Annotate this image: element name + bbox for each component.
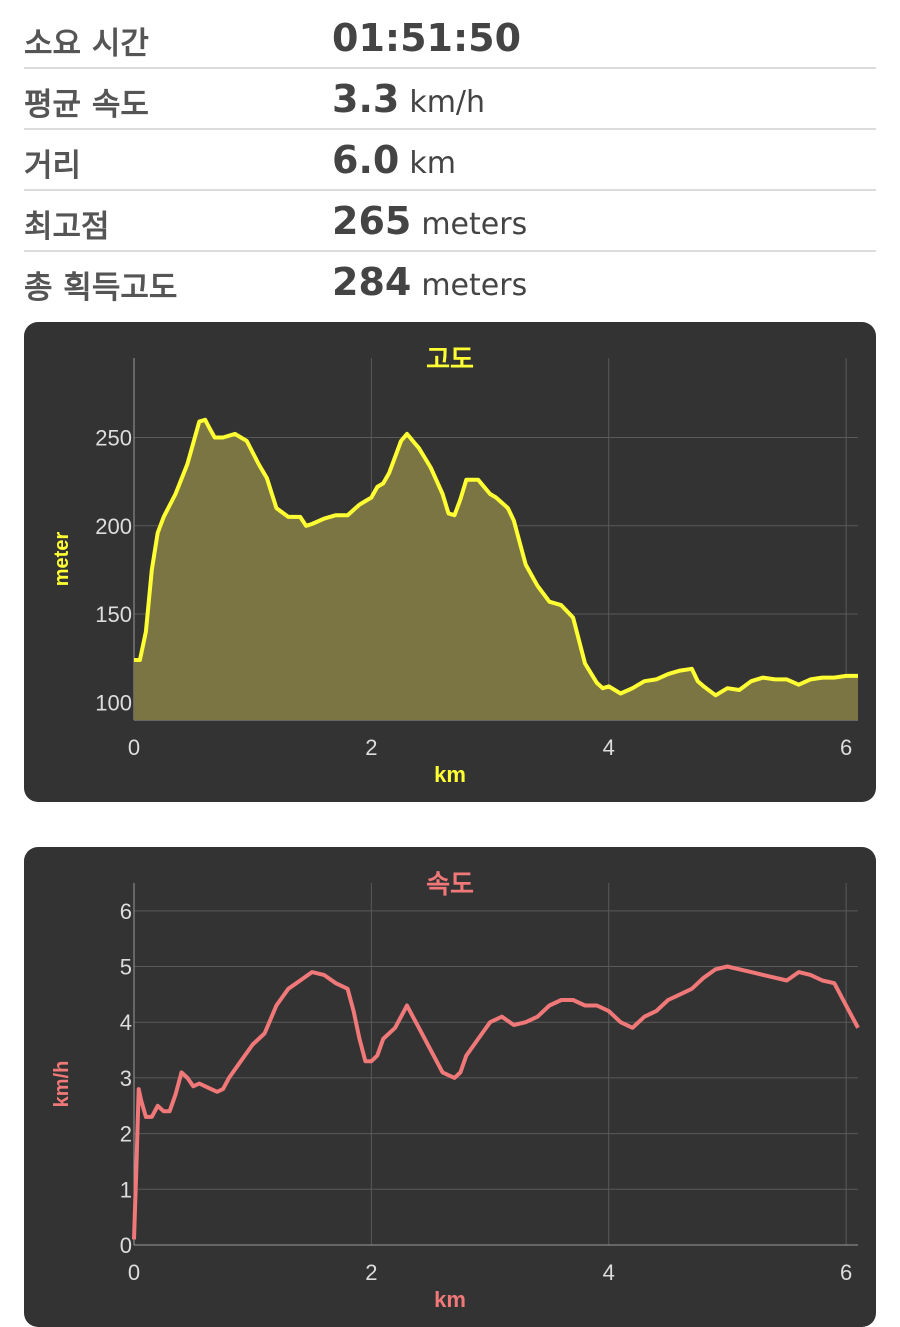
y-tick-label: 200 [95, 514, 132, 539]
elevation-chart-card[interactable]: 0 2 4 6 100 150 200 250 고도 km meter [24, 322, 876, 802]
y-tick-label: 6 [120, 899, 132, 924]
stat-row-distance: 거리 6.0 km [24, 130, 876, 191]
x-tick-label: 2 [365, 1260, 377, 1285]
y-tick-label: 4 [120, 1010, 132, 1035]
speed-series-line [132, 964, 860, 1240]
x-axis-label: km [434, 1287, 466, 1312]
y-axis-label: meter [51, 532, 73, 587]
stat-unit: km/h [409, 85, 486, 120]
stat-label: 소요 시간 [24, 26, 149, 62]
stat-unit: meters [421, 268, 528, 303]
stats-table: 소요 시간 01:51:50 평균 속도 3.3 km/h 거리 6.0 km 최고… [24, 8, 876, 311]
stat-number: 3.3 [332, 77, 400, 121]
stat-number: 265 [332, 199, 412, 243]
stat-label: 총 획득고도 [24, 270, 178, 306]
y-tick-label: 0 [120, 1233, 132, 1258]
chart-title: 고도 [426, 345, 474, 375]
stat-row-total-ascent: 총 획득고도 284 meters [24, 252, 876, 311]
x-tick-label: 0 [128, 1260, 140, 1285]
y-tick-label: 100 [95, 690, 132, 715]
y-tick-label: 1 [120, 1177, 132, 1202]
elevation-series-line [134, 417, 858, 698]
stat-value: 284 meters [332, 260, 527, 304]
y-tick-label: 150 [95, 602, 132, 627]
stat-value: 01:51:50 [332, 16, 521, 60]
stat-value: 6.0 km [332, 138, 456, 182]
stat-unit: km [409, 146, 456, 181]
stat-label: 거리 [24, 148, 82, 184]
stat-label: 평균 속도 [24, 87, 149, 123]
x-tick-label: 6 [840, 735, 852, 760]
y-tick-label: 3 [120, 1066, 132, 1091]
x-tick-label: 6 [840, 1260, 852, 1285]
x-tick-label: 4 [603, 1260, 615, 1285]
stat-row-duration: 소요 시간 01:51:50 [24, 8, 876, 69]
stat-value: 265 meters [332, 199, 527, 243]
y-tick-label: 250 [95, 425, 132, 450]
x-tick-label: 0 [128, 735, 140, 760]
stat-number: 01:51:50 [332, 16, 522, 60]
stat-unit: meters [421, 207, 528, 242]
speed-chart-card[interactable]: 0 2 4 6 0 1 2 3 4 5 6 속도 km km/h [24, 847, 876, 1327]
y-tick-label: 2 [120, 1122, 132, 1147]
stat-number: 284 [332, 260, 412, 304]
stat-row-avg-speed: 평균 속도 3.3 km/h [24, 69, 876, 130]
x-tick-label: 2 [365, 735, 377, 760]
stat-label: 최고점 [24, 209, 110, 245]
y-tick-label: 5 [120, 955, 132, 980]
stat-number: 6.0 [332, 138, 400, 182]
elevation-area-fill [134, 419, 858, 720]
speed-chart[interactable]: 0 2 4 6 0 1 2 3 4 5 6 속도 km km/h [24, 847, 876, 1327]
y-axis-label: km/h [51, 1061, 73, 1108]
stat-row-max-elevation: 최고점 265 meters [24, 191, 876, 252]
x-axis-label: km [434, 762, 466, 787]
chart-title: 속도 [426, 870, 474, 900]
elevation-chart[interactable]: 0 2 4 6 100 150 200 250 고도 km meter [24, 322, 876, 802]
stat-value: 3.3 km/h [332, 77, 485, 121]
x-tick-label: 4 [603, 735, 615, 760]
